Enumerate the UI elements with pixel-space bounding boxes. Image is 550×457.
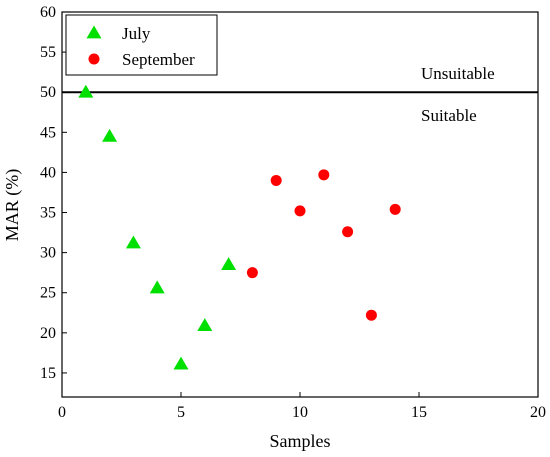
september-point <box>389 203 401 215</box>
september-point <box>365 309 377 321</box>
x-axis-label: Samples <box>270 431 331 451</box>
y-tick-label: 45 <box>40 124 56 141</box>
september-legend-label: September <box>122 50 195 69</box>
threshold-group: Unsuitable Suitable <box>62 64 538 125</box>
july-legend-label: July <box>122 24 151 43</box>
suitable-label: Suitable <box>421 106 477 125</box>
y-axis-label: MAR (%) <box>2 169 23 242</box>
x-tick-label: 20 <box>530 404 546 421</box>
y-tick-label: 40 <box>40 164 56 181</box>
july-point <box>197 318 213 332</box>
axis-ticks: 0 5 10 15 20 15 20 25 30 35 40 45 50 55 60 <box>40 4 546 421</box>
x-tick-label: 5 <box>177 404 185 421</box>
september-point <box>246 267 258 279</box>
july-point <box>149 280 165 294</box>
september-point <box>342 226 354 238</box>
y-tick-label: 60 <box>40 4 56 21</box>
y-tick-label: 20 <box>40 325 56 342</box>
september-point <box>294 205 306 217</box>
september-point <box>318 169 330 181</box>
july-point <box>78 84 94 98</box>
july-point <box>125 235 141 249</box>
y-tick-label: 35 <box>40 205 56 222</box>
y-tick-label: 15 <box>40 365 56 382</box>
july-point <box>102 128 118 142</box>
july-legend-marker <box>86 25 102 39</box>
september-legend-marker <box>88 53 100 65</box>
y-tick-label: 25 <box>40 285 56 302</box>
y-tick-label: 55 <box>40 44 56 61</box>
september-point <box>270 174 282 186</box>
x-tick-label: 15 <box>411 404 427 421</box>
x-tick-label: 0 <box>58 404 66 421</box>
july-point <box>221 257 237 271</box>
legend: July September <box>65 14 218 76</box>
data-points <box>78 84 401 370</box>
y-tick-label: 50 <box>40 84 56 101</box>
y-tick-label: 30 <box>40 245 56 262</box>
july-point <box>173 356 189 370</box>
unsuitable-label: Unsuitable <box>421 64 495 83</box>
legend-box <box>65 14 218 76</box>
x-tick-label: 10 <box>292 404 308 421</box>
